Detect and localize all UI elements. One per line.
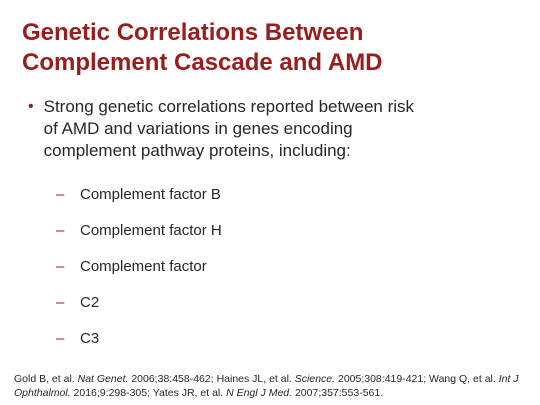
sub-bullet-item: – C2 (56, 294, 476, 330)
slide-title: Genetic Correlations Between Complement … (22, 18, 522, 78)
ref-text: 2016;9:298-305; Yates JR, et al. (70, 387, 227, 399)
dash-marker: – (56, 294, 65, 311)
sub-bullet-item: – Complement factor (56, 258, 476, 294)
sub-bullet-text: Complement factor H (80, 222, 222, 239)
dash-marker: – (56, 222, 65, 239)
bullet-line-1: Strong genetic correlations reported bet… (43, 97, 415, 116)
ref-text: 2005;308:419-421; Wang Q, et al. (335, 373, 499, 385)
references: Gold B, et al. Nat Genet. 2006;38:458-46… (14, 372, 530, 400)
references-line-1: Gold B, et al. Nat Genet. 2006;38:458-46… (14, 372, 530, 386)
ref-text: Gold B, et al. (14, 373, 78, 385)
sub-bullet-text: Complement factor (80, 258, 207, 275)
sub-bullet-item: – Complement factor H (56, 222, 476, 258)
slide-title-line-2: Complement Cascade and AMD (22, 49, 383, 76)
ref-journal: N Engl J Med. (226, 387, 293, 399)
bullet-line-2: of AMD and variations in genes encoding (43, 119, 353, 138)
dash-marker: – (56, 186, 65, 203)
sub-bullet-text: C3 (80, 330, 100, 347)
sub-bullet-text: Complement factor B (80, 186, 221, 203)
ref-journal: Int J (498, 373, 519, 385)
bullet-text: Strong genetic correlations reported bet… (44, 96, 414, 162)
ref-journal: Nat Genet. (77, 373, 129, 385)
ref-text: 2007;357:553-561. (292, 387, 384, 399)
main-bullet: • Strong genetic correlations reported b… (24, 96, 524, 162)
ref-text: 2006;38:458-462; Haines JL, et al. (128, 373, 295, 385)
bullet-line-3: complement pathway proteins, including: (43, 141, 351, 160)
sub-bullet-item: – Complement factor B (56, 186, 476, 222)
sub-bullet-list: – Complement factor B – Complement facto… (56, 186, 476, 366)
sub-bullet-item: – C3 (56, 330, 476, 366)
dash-marker: – (56, 258, 65, 275)
ref-journal: Science. (294, 373, 336, 385)
ref-journal: Ophthalmol. (14, 387, 71, 399)
bullet-marker: • (28, 98, 34, 115)
slide-title-line-1: Genetic Correlations Between (22, 19, 364, 46)
dash-marker: – (56, 330, 65, 347)
references-line-2: Ophthalmol. 2016;9:298-305; Yates JR, et… (14, 386, 530, 400)
sub-bullet-text: C2 (80, 294, 100, 311)
